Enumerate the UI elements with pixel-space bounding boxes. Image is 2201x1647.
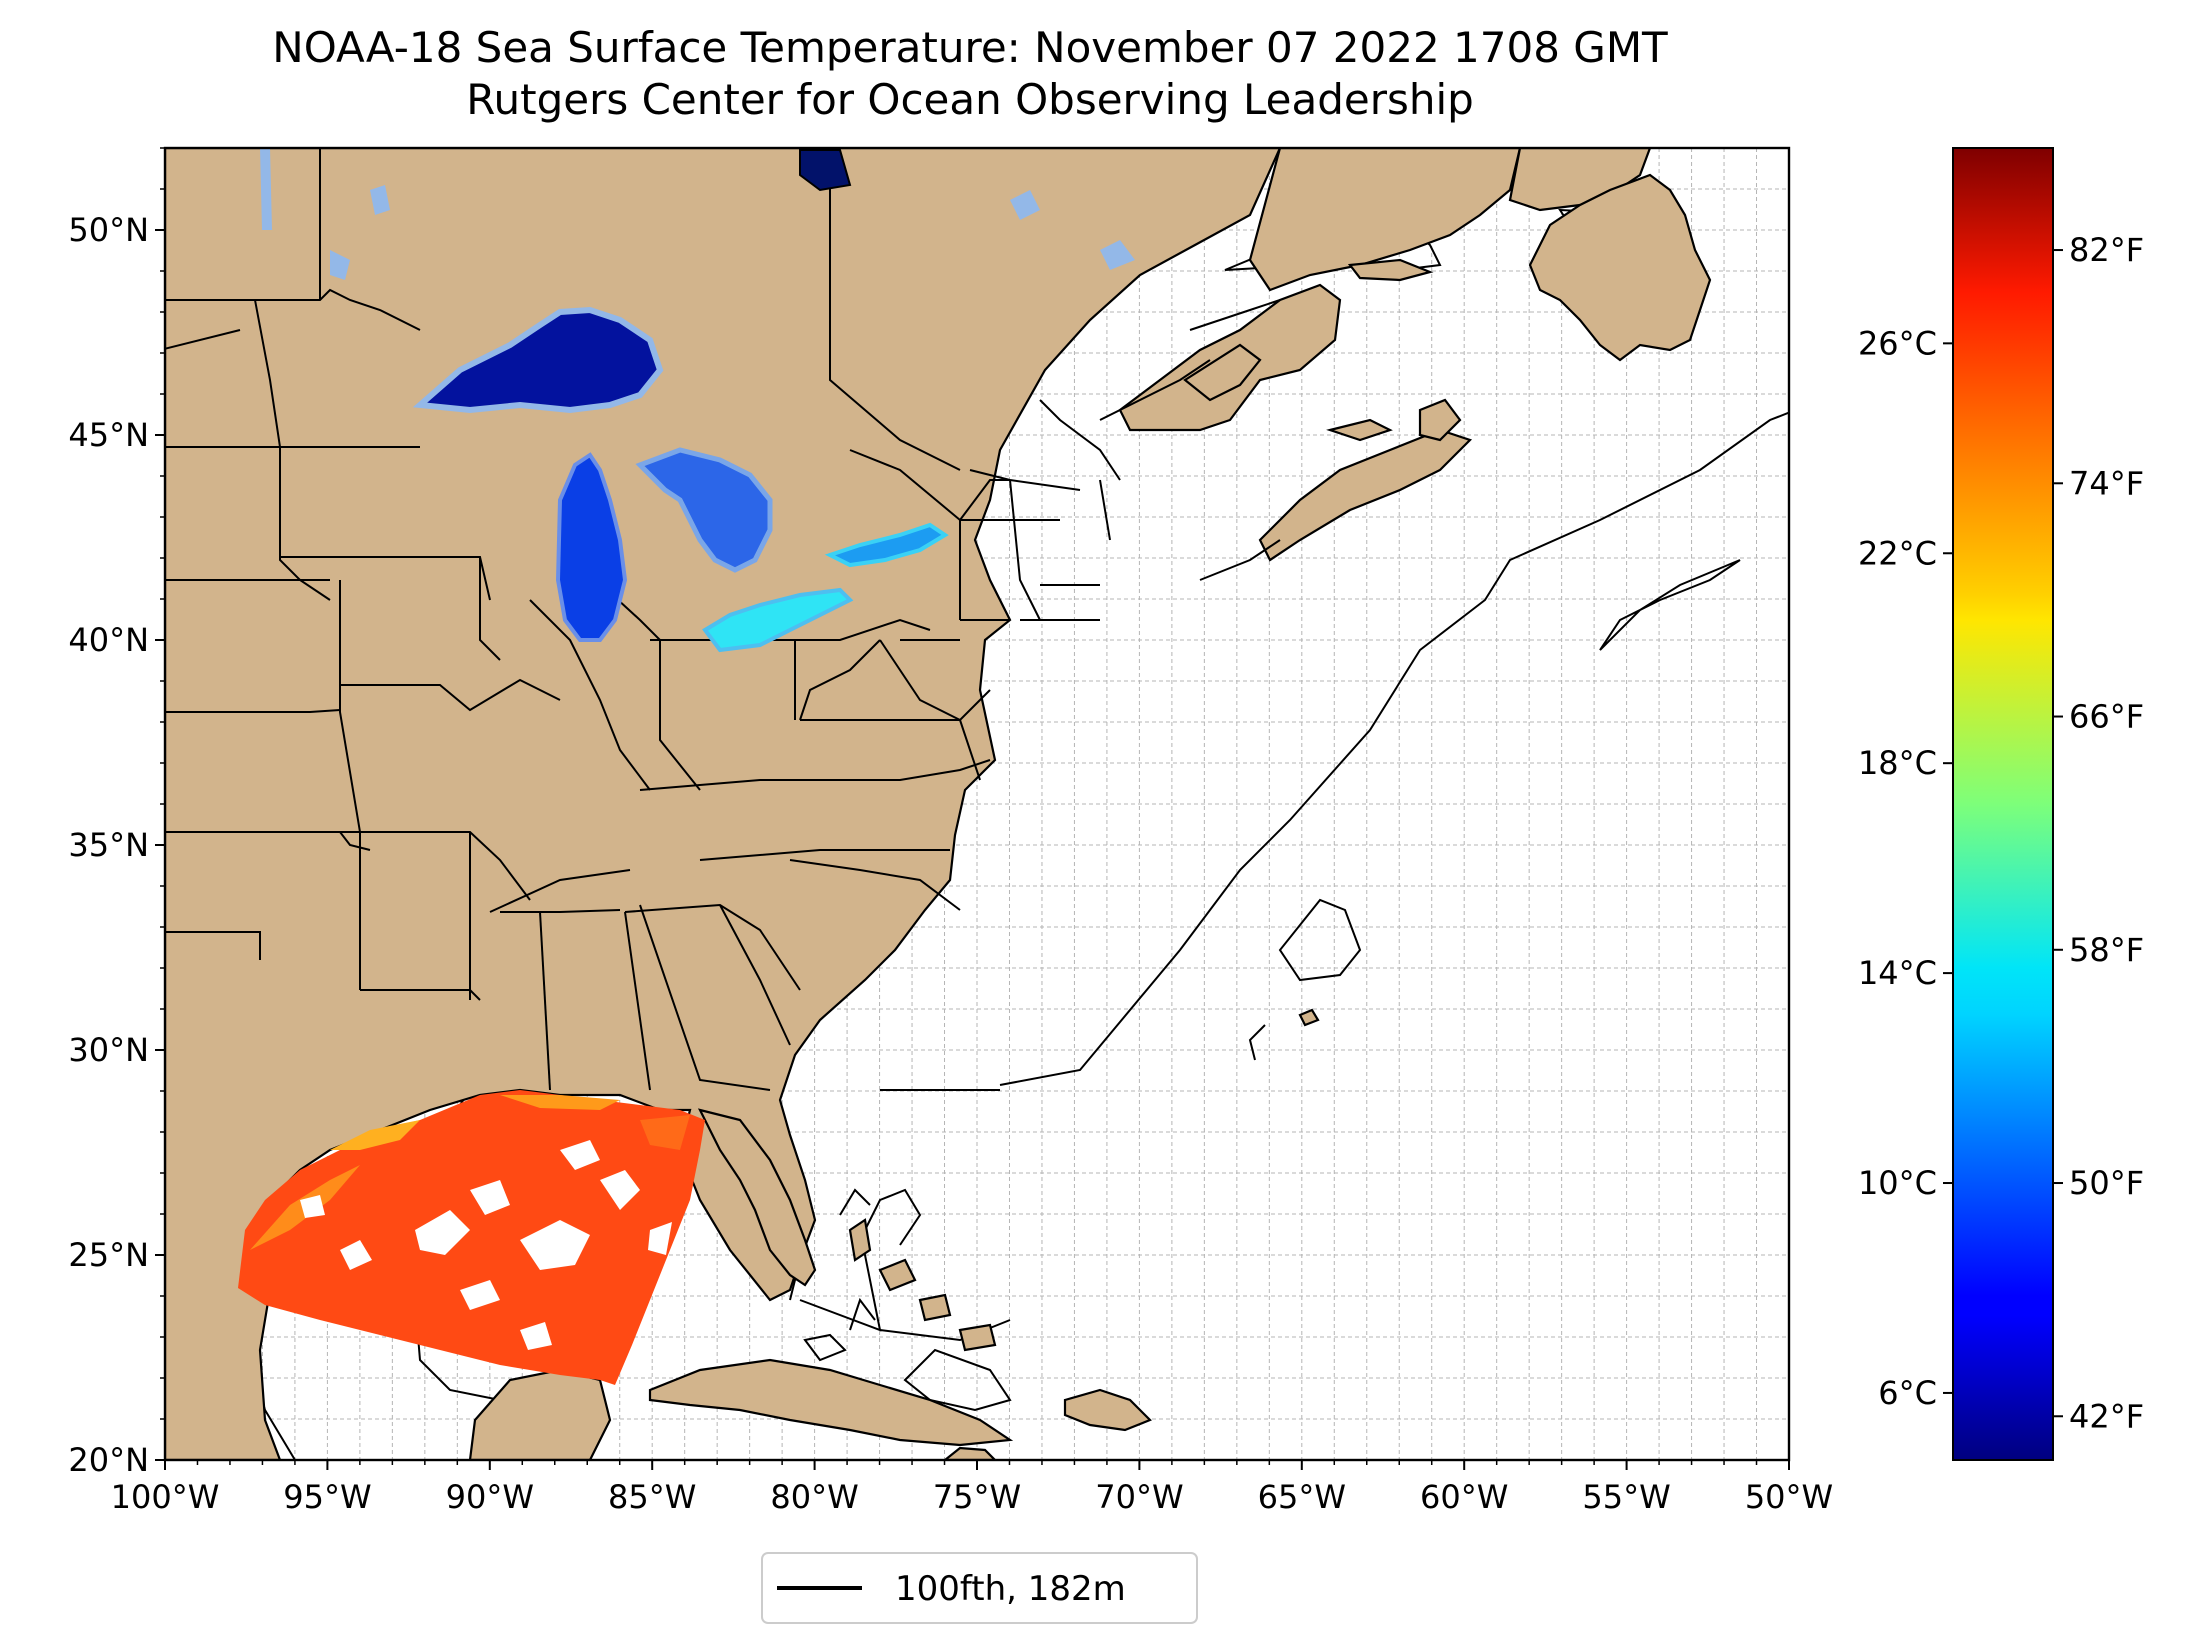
lat-tick-label: 45°N: [68, 416, 149, 454]
lat-tick-label: 35°N: [68, 826, 149, 864]
cape-breton: [1418, 398, 1462, 442]
quebec-north-shore: [1248, 148, 1522, 292]
bermuda: [1298, 1008, 1320, 1027]
colorbar-label-c: 10°C: [1858, 1164, 1937, 1202]
political-borders: [165, 148, 1281, 1091]
bahamas-4: [958, 1323, 997, 1352]
lake-michigan: [555, 452, 628, 642]
lake-nipigon: [799, 149, 852, 192]
lon-tick-label: 70°W: [1095, 1478, 1183, 1516]
chart-title: NOAA-18 Sea Surface Temperature: Novembe…: [0, 22, 1940, 126]
prince-edward-island: [1326, 418, 1393, 442]
colorbar-label-f: 50°F: [2069, 1164, 2144, 1202]
lon-tick-label: 60°W: [1420, 1478, 1508, 1516]
colorbar-label-f: 58°F: [2069, 931, 2144, 969]
colorbar-label-c: 18°C: [1858, 744, 1937, 782]
colorbar-label-c: 6°C: [1878, 1374, 1937, 1412]
colorbar: 42°F 50°F 58°F 66°F 74°F 82°F 6°C 10°C 14°C 18°C 2…: [1858, 147, 2144, 1461]
lat-tick-label: 25°N: [68, 1236, 149, 1274]
colorbar-label-f: 74°F: [2069, 464, 2144, 502]
lon-tick-label: 80°W: [770, 1478, 858, 1516]
lat-tick-label: 30°N: [68, 1031, 149, 1069]
map-axis-ticks: 100°W 95°W 90°W 85°W 80°W 75°W 70°W 65°W 60°W 55°…: [68, 147, 1833, 1516]
legend: 100fth, 182m: [761, 1552, 1198, 1624]
lon-tick-label: 90°W: [446, 1478, 534, 1516]
title-line-1: NOAA-18 Sea Surface Temperature: Novembe…: [272, 23, 1668, 72]
anticosti-island: [1347, 258, 1434, 282]
land-masses: [165, 148, 1712, 1460]
nova-scotia: [1258, 428, 1473, 562]
colorbar-label-c: 26°C: [1858, 324, 1937, 362]
lake-ontario: [824, 522, 949, 568]
colorbar-label-f: 82°F: [2069, 231, 2144, 269]
newfoundland: [1528, 173, 1712, 362]
lon-tick-label: 50°W: [1745, 1478, 1833, 1516]
bahamas-3: [918, 1293, 952, 1322]
lon-tick-label: 65°W: [1258, 1478, 1346, 1516]
cuba: [648, 1358, 1014, 1447]
legend-label: 100fth, 182m: [895, 1569, 1126, 1609]
bahamas-2: [878, 1258, 917, 1292]
lake-erie: [702, 587, 854, 653]
colorbar-label-f: 66°F: [2069, 698, 2144, 736]
north-america-landmass: [165, 148, 1282, 1460]
map-body: [165, 148, 1789, 1460]
lat-tick-label: 20°N: [68, 1441, 149, 1479]
lon-tick-label: 85°W: [608, 1478, 696, 1516]
gulf-sst-swath: [238, 1090, 705, 1385]
title-line-2: Rutgers Center for Ocean Observing Leade…: [466, 75, 1474, 124]
hispaniola: [1063, 1388, 1152, 1432]
colorbar-label-f: 42°F: [2069, 1397, 2144, 1435]
lon-tick-label: 55°W: [1582, 1478, 1670, 1516]
colorbar-label-c: 22°C: [1858, 534, 1937, 572]
lon-tick-label: 75°W: [933, 1478, 1021, 1516]
yucatan: [468, 1368, 612, 1460]
jamaica: [943, 1446, 997, 1460]
great-lakes-sst: [260, 148, 1135, 653]
colorbar-gradient: [1952, 147, 2054, 1461]
lon-tick-label: 100°W: [111, 1478, 220, 1516]
legend-box: [761, 1552, 1198, 1624]
lake-superior: [412, 306, 664, 414]
gaspe-new-brunswick: [1183, 343, 1262, 402]
lake-winnipeg-fragment: [330, 250, 350, 280]
lat-tick-label: 50°N: [68, 211, 149, 249]
florida: [697, 1108, 817, 1287]
lon-tick-label: 95°W: [283, 1478, 371, 1516]
colorbar-ticks: 42°F 50°F 58°F 66°F 74°F 82°F 6°C 10°C 14°C 18°C 2…: [1858, 231, 2144, 1435]
lake-huron: [635, 447, 773, 573]
colorbar-label-c: 14°C: [1858, 954, 1937, 992]
bahamas-1: [848, 1218, 872, 1262]
lat-tick-label: 40°N: [68, 621, 149, 659]
